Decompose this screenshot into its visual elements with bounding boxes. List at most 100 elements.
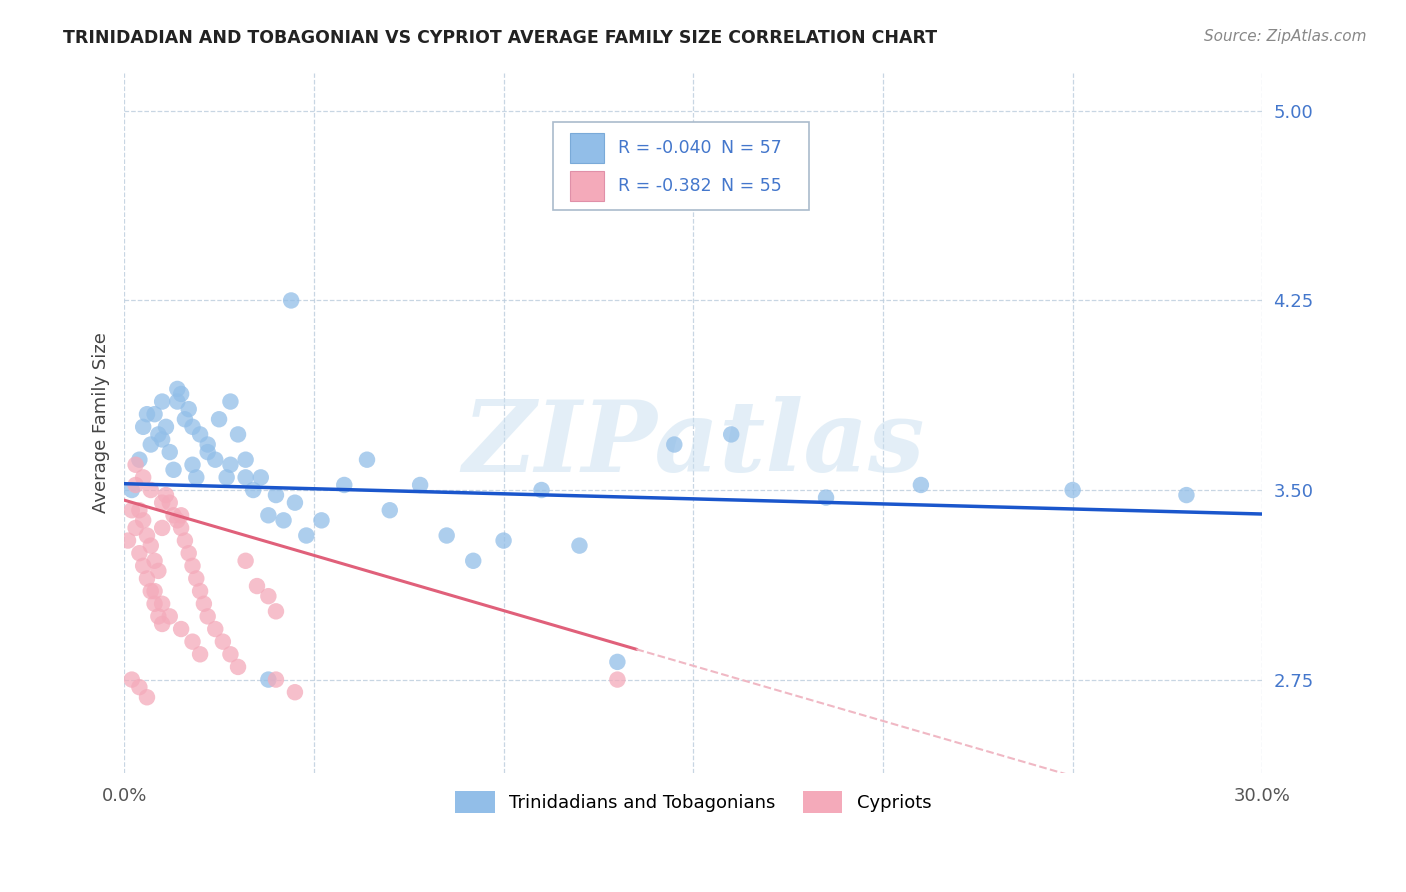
Point — [170, 521, 193, 535]
Point — [150, 521, 173, 535]
Text: Source: ZipAtlas.com: Source: ZipAtlas.com — [1204, 29, 1367, 44]
Point — [143, 554, 166, 568]
Y-axis label: Average Family Size: Average Family Size — [93, 333, 110, 514]
Point — [284, 496, 307, 510]
Point — [170, 387, 193, 401]
Point — [128, 680, 150, 694]
Point — [378, 503, 401, 517]
Point — [249, 470, 271, 484]
Text: ZIPatlas: ZIPatlas — [463, 396, 925, 492]
Point — [264, 604, 287, 618]
Point — [136, 407, 159, 421]
Point — [235, 470, 257, 484]
Point — [143, 597, 166, 611]
Point — [148, 609, 170, 624]
Point — [150, 617, 173, 632]
Point — [132, 470, 155, 484]
Point — [197, 437, 219, 451]
Point — [117, 533, 139, 548]
Point — [143, 407, 166, 421]
Point — [273, 513, 295, 527]
Point — [121, 673, 143, 687]
Point — [121, 503, 143, 517]
Point — [170, 508, 193, 523]
Point — [264, 488, 287, 502]
Point — [132, 558, 155, 573]
Text: N = 55: N = 55 — [721, 177, 782, 194]
Text: R = -0.040: R = -0.040 — [619, 139, 711, 157]
Point — [530, 483, 553, 497]
Point — [212, 634, 235, 648]
Point — [219, 394, 242, 409]
Point — [150, 496, 173, 510]
Point — [193, 597, 215, 611]
Point — [162, 463, 184, 477]
Point — [132, 420, 155, 434]
Bar — [571, 133, 605, 162]
Point — [436, 528, 458, 542]
Point — [136, 690, 159, 705]
Point — [150, 597, 173, 611]
Point — [295, 528, 318, 542]
Point — [356, 452, 378, 467]
Point — [170, 622, 193, 636]
Point — [159, 496, 181, 510]
Point — [664, 437, 686, 451]
Point — [235, 554, 257, 568]
Point — [155, 420, 177, 434]
Point — [159, 609, 181, 624]
Text: N = 57: N = 57 — [721, 139, 782, 157]
Point — [128, 546, 150, 560]
Point — [166, 513, 188, 527]
Point — [139, 483, 162, 497]
Point — [208, 412, 231, 426]
Point — [606, 673, 628, 687]
Point — [215, 470, 238, 484]
Point — [226, 427, 249, 442]
Point — [264, 673, 287, 687]
Point — [143, 584, 166, 599]
Point — [174, 412, 197, 426]
Point — [242, 483, 264, 497]
Point — [128, 503, 150, 517]
Point — [139, 539, 162, 553]
Point — [150, 394, 173, 409]
Point — [257, 508, 280, 523]
Point — [159, 445, 181, 459]
Point — [720, 427, 742, 442]
FancyBboxPatch shape — [554, 122, 810, 210]
Point — [219, 648, 242, 662]
Point — [226, 660, 249, 674]
Point — [815, 491, 838, 505]
Point — [124, 458, 146, 472]
Point — [204, 452, 226, 467]
Point — [197, 609, 219, 624]
Point — [177, 546, 200, 560]
Point — [128, 452, 150, 467]
Point — [124, 521, 146, 535]
Point — [910, 478, 932, 492]
Point — [186, 470, 208, 484]
Point — [463, 554, 485, 568]
Point — [148, 427, 170, 442]
Point — [333, 478, 356, 492]
Point — [132, 513, 155, 527]
Point — [1175, 488, 1198, 502]
Point — [1062, 483, 1084, 497]
Point — [257, 673, 280, 687]
Point — [188, 648, 211, 662]
Point — [181, 458, 204, 472]
Point — [311, 513, 333, 527]
Point — [246, 579, 269, 593]
Point — [188, 584, 211, 599]
Point — [409, 478, 432, 492]
Point — [162, 508, 184, 523]
Point — [150, 433, 173, 447]
Point — [139, 437, 162, 451]
Point — [181, 634, 204, 648]
Point — [280, 293, 302, 308]
Point — [181, 420, 204, 434]
Text: R = -0.382: R = -0.382 — [619, 177, 711, 194]
Point — [188, 427, 211, 442]
Point — [136, 572, 159, 586]
